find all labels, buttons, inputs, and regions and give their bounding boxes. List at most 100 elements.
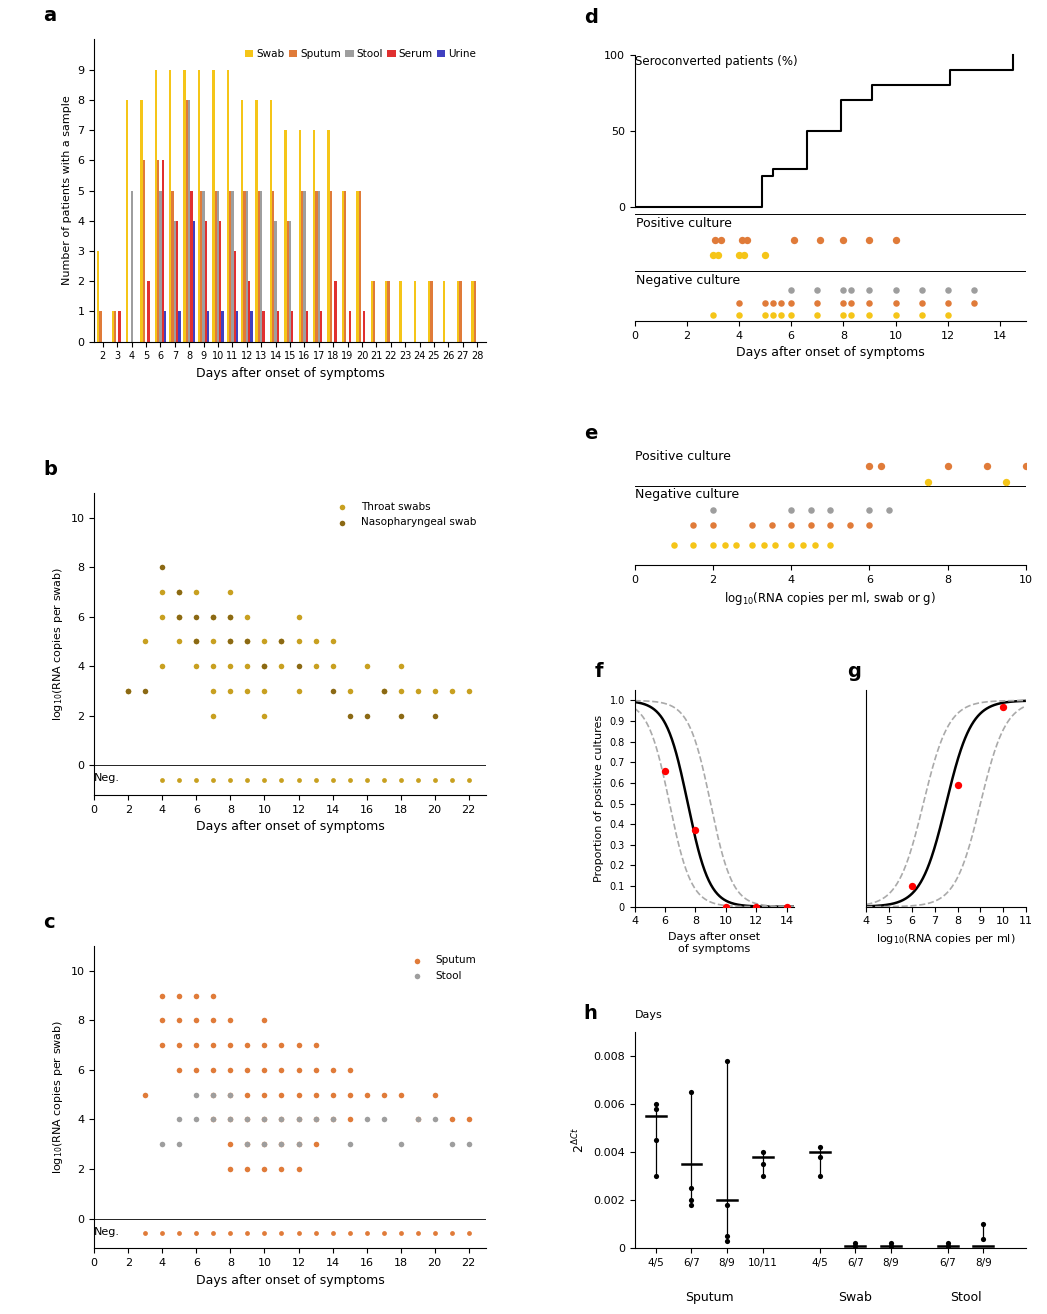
Point — [685, 535, 701, 556]
Stool — [205, 1109, 222, 1130]
Throat swabs — [188, 581, 205, 602]
Point — [738, 230, 755, 251]
Point — [763, 515, 780, 536]
Nasopharyngeal swab — [188, 631, 205, 652]
Bar — [371, 281, 373, 342]
Bar — [373, 281, 375, 342]
Point — [683, 1194, 699, 1215]
Point — [861, 230, 877, 251]
Bar — [313, 130, 315, 342]
Stool — [358, 1109, 375, 1130]
Bar — [304, 191, 306, 342]
Point — [764, 292, 781, 313]
Point — [913, 305, 930, 326]
Point — [733, 230, 750, 251]
Point — [273, 770, 290, 791]
Point — [834, 305, 851, 326]
X-axis label: Days after onset of symptoms: Days after onset of symptoms — [196, 820, 384, 833]
Bar — [231, 191, 233, 342]
Bar — [460, 281, 462, 342]
Stool — [341, 1134, 358, 1155]
Legend: Throat swabs, Nasopharyngeal swab: Throat swabs, Nasopharyngeal swab — [328, 498, 481, 531]
Point — [205, 1223, 222, 1244]
Stool — [273, 1109, 290, 1130]
Throat swabs — [154, 606, 171, 627]
Throat swabs — [154, 656, 171, 677]
Text: f: f — [595, 662, 603, 681]
Sputum — [239, 1134, 255, 1155]
Throat swabs — [205, 606, 222, 627]
Point — [754, 1166, 771, 1187]
Throat swabs — [290, 681, 307, 702]
Bar — [213, 70, 215, 342]
Stool — [307, 1109, 324, 1130]
Point — [861, 499, 877, 520]
Bar — [320, 311, 322, 342]
Bar — [248, 281, 250, 342]
Bar — [430, 281, 432, 342]
Point — [975, 1229, 992, 1250]
Point — [705, 515, 721, 536]
Bar — [126, 100, 128, 342]
X-axis label: Days after onset of symptoms: Days after onset of symptoms — [196, 1273, 384, 1286]
Text: e: e — [583, 424, 597, 443]
Text: Positive culture: Positive culture — [634, 449, 731, 463]
Sputum — [273, 1159, 290, 1180]
Bar — [330, 191, 332, 342]
Sputum — [205, 1010, 222, 1031]
Sputum — [325, 1109, 341, 1130]
Nasopharyngeal swab — [222, 631, 239, 652]
Throat swabs — [461, 681, 477, 702]
Bar — [471, 281, 473, 342]
Point — [257, 770, 273, 791]
Sputum — [188, 1034, 205, 1055]
Nasopharyngeal swab — [239, 631, 255, 652]
Sputum — [273, 1084, 290, 1105]
Throat swabs — [239, 681, 255, 702]
Point — [222, 770, 239, 791]
Point — [718, 1194, 735, 1215]
Point — [883, 1233, 899, 1254]
Bar — [274, 221, 276, 342]
Point — [843, 292, 860, 313]
Throat swabs — [154, 581, 171, 602]
Sputum — [426, 1084, 443, 1105]
Nasopharyngeal swab — [273, 631, 290, 652]
Bar — [456, 281, 460, 342]
Point — [717, 896, 734, 917]
Point — [647, 1093, 664, 1114]
Throat swabs — [307, 631, 324, 652]
Text: Neg.: Neg. — [93, 1227, 119, 1236]
Point — [647, 1130, 664, 1151]
Sputum — [137, 1084, 154, 1105]
Point — [290, 1223, 307, 1244]
Bar — [276, 311, 280, 342]
Point — [307, 1223, 324, 1244]
Point — [683, 1189, 699, 1210]
Nasopharyngeal swab — [257, 656, 273, 677]
Point — [939, 305, 956, 326]
Bar — [148, 281, 150, 342]
Throat swabs — [171, 631, 187, 652]
Point — [783, 305, 800, 326]
Throat swabs — [393, 656, 409, 677]
Point — [806, 535, 823, 556]
Throat swabs — [341, 681, 358, 702]
Text: Negative culture: Negative culture — [636, 273, 740, 286]
Point — [783, 280, 800, 301]
Text: Sputum: Sputum — [685, 1292, 734, 1305]
Bar — [200, 191, 202, 342]
Bar — [111, 311, 114, 342]
Sputum — [154, 1034, 171, 1055]
Bar — [222, 311, 224, 342]
Point — [811, 1146, 828, 1167]
Sputum — [257, 1034, 273, 1055]
Point — [718, 1226, 735, 1247]
Point — [375, 1223, 392, 1244]
Stool — [222, 1084, 239, 1105]
Point — [847, 1233, 864, 1254]
Bar — [226, 70, 229, 342]
Bar — [341, 191, 344, 342]
Point — [757, 244, 774, 265]
Throat swabs — [171, 581, 187, 602]
